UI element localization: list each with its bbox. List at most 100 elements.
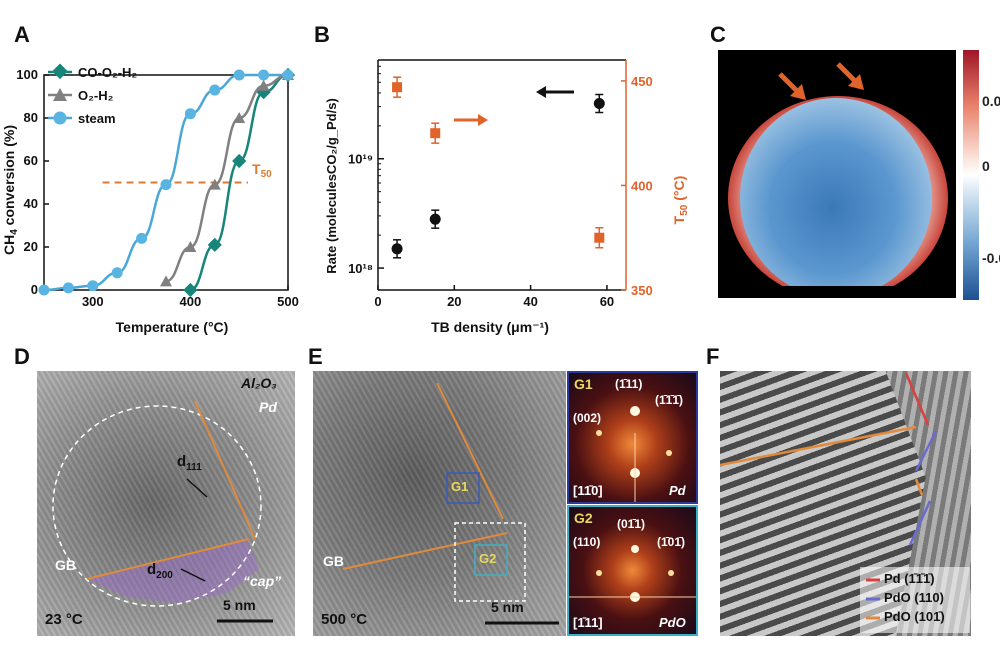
panel-label-a: A [14,22,30,47]
legend-marker-diamond [52,63,68,80]
legend-label-o2h2: O₂-H₂ [78,88,114,103]
rate-point [593,98,605,110]
legend-item: PdO (110) [884,590,944,605]
spot-label: (002) [573,411,602,425]
t50-point [430,128,441,139]
y-tick-label: 100 [16,67,38,82]
y-right-tick-label: 350 [631,283,653,298]
phase-label: PdO [659,615,686,630]
y-tick-label: 10¹⁸ [348,261,373,276]
temperature-label: 500 °C [321,611,368,628]
data-point [207,237,222,252]
x-tick-label: 0 [374,294,381,309]
y-tick-label: 80 [24,110,38,125]
data-point [136,232,148,244]
spot-label: (01̄1) [617,517,646,531]
data-point [233,69,245,81]
colorbar-tick: -0.02 [982,250,1000,266]
fft-inset-g2: G2 (01̄1) (110) (1̄01̄) [1̄11] PdO [567,505,698,636]
rate-point [391,243,403,255]
y-tick-label: 20 [24,239,38,254]
rate-point [429,213,441,225]
fft-inset-g1: G1 (1̄11) (1̄1̄1̄) (002) [11̄0] Pd [567,371,698,504]
data-point [183,282,198,298]
label-gb: GB [323,553,344,569]
spot-label: (110) [573,535,601,549]
data-point [257,79,270,91]
twin-boundary-line [194,400,256,540]
g2-box [474,544,508,576]
chart-a: 300 400 500 0 20 40 60 80 100 Temperature (°C) C… [1,63,299,335]
legend-marker-triangle [53,88,67,101]
data-point [111,267,123,279]
pdo-110-line [908,500,932,546]
x-tick-label: 500 [277,294,299,309]
label-cap: “cap” [243,573,282,589]
chart-a-legend: CO-O₂-H₂ O₂-H₂ steam [48,63,137,126]
y-right-tick-label: 400 [631,178,653,193]
data-point [233,112,246,123]
zoom-region [454,522,526,602]
data-point [160,179,172,191]
temperature-label: 23 °C [45,611,83,628]
spot-label: (1̄11) [615,377,643,391]
inset-title: G1 [574,376,593,392]
tem-image-d: Al₂O₃ Pd d111 d200 GB “cap” 5 nm 23 °C [37,371,295,636]
gb-line [86,538,250,580]
data-point [160,275,172,287]
tem-image-e: G1 G2 GB 5 nm 500 °C [313,371,566,636]
spot-label: (1̄1̄1̄) [655,393,684,407]
panel-label-d: D [14,344,30,369]
label-d111: d111 [177,453,202,473]
chart-b-ylabel-right: T50 (°C) [671,176,690,225]
y-tick-label: 40 [24,196,38,211]
scale-label: 5 nm [223,597,256,613]
x-tick-label: 300 [82,294,104,309]
data-point [209,84,221,96]
chart-b-ylabel: Rate (moleculesCO₂/g_Pd/s) [324,98,339,274]
arrow-orange-icon [778,72,806,100]
y-right-tick-label: 450 [631,74,653,89]
data-point [258,69,270,81]
chart-b-xlabel: TB density (μm⁻¹) [431,319,549,335]
data-point [87,280,99,292]
twin-boundary-line [436,382,504,520]
colorbar-tick: 0 [982,158,990,174]
arrow-orange-icon [836,62,864,90]
x-tick-label: 60 [600,294,614,309]
x-tick-label: 20 [447,294,461,309]
panel-label-b: B [314,22,330,47]
g1-label: G1 [451,479,469,494]
pdo-110-line [914,430,938,472]
label-pd: Pd [259,399,277,415]
arrow-left-black-icon [536,86,574,98]
x-tick-label: 400 [180,294,202,309]
label-d200: d200 [147,561,173,581]
spot-label: (1̄01̄) [657,535,686,549]
chart-a-ylabel: CH4 conversion (%) [1,125,20,255]
legend-label-co: CO-O₂-H₂ [78,65,137,80]
legend-item: Pd (1̄1̄1̄) [884,571,935,586]
scale-label: 5 nm [491,599,524,615]
chart-a-xlabel: Temperature (°C) [116,319,229,335]
x-tick-label: 40 [523,294,537,309]
particle-core [740,98,932,298]
particle-outline [52,405,262,607]
y-tick-label: 60 [24,153,38,168]
colorbar-tick: 0.02 [982,93,1000,109]
g1-box [446,472,480,504]
legend-label-steam: steam [78,111,116,126]
legend-marker-circle [53,111,67,125]
data-point [184,108,196,120]
t50-label: T50 [252,161,272,180]
strain-map [718,50,956,298]
data-point [208,178,221,190]
data-point [62,282,74,294]
g2-label: G2 [479,551,497,566]
data-point [184,241,197,252]
tem-image-f: Pd (1̄1̄1̄) PdO (110) PdO (101̄) [720,371,971,636]
chart-b: 0 20 40 60 10¹⁸ 10¹⁹ 350 400 450 TB density (μm⁻… [324,59,690,335]
plot-frame [43,74,289,291]
boundary-line [720,425,917,467]
t50-point [594,232,605,243]
